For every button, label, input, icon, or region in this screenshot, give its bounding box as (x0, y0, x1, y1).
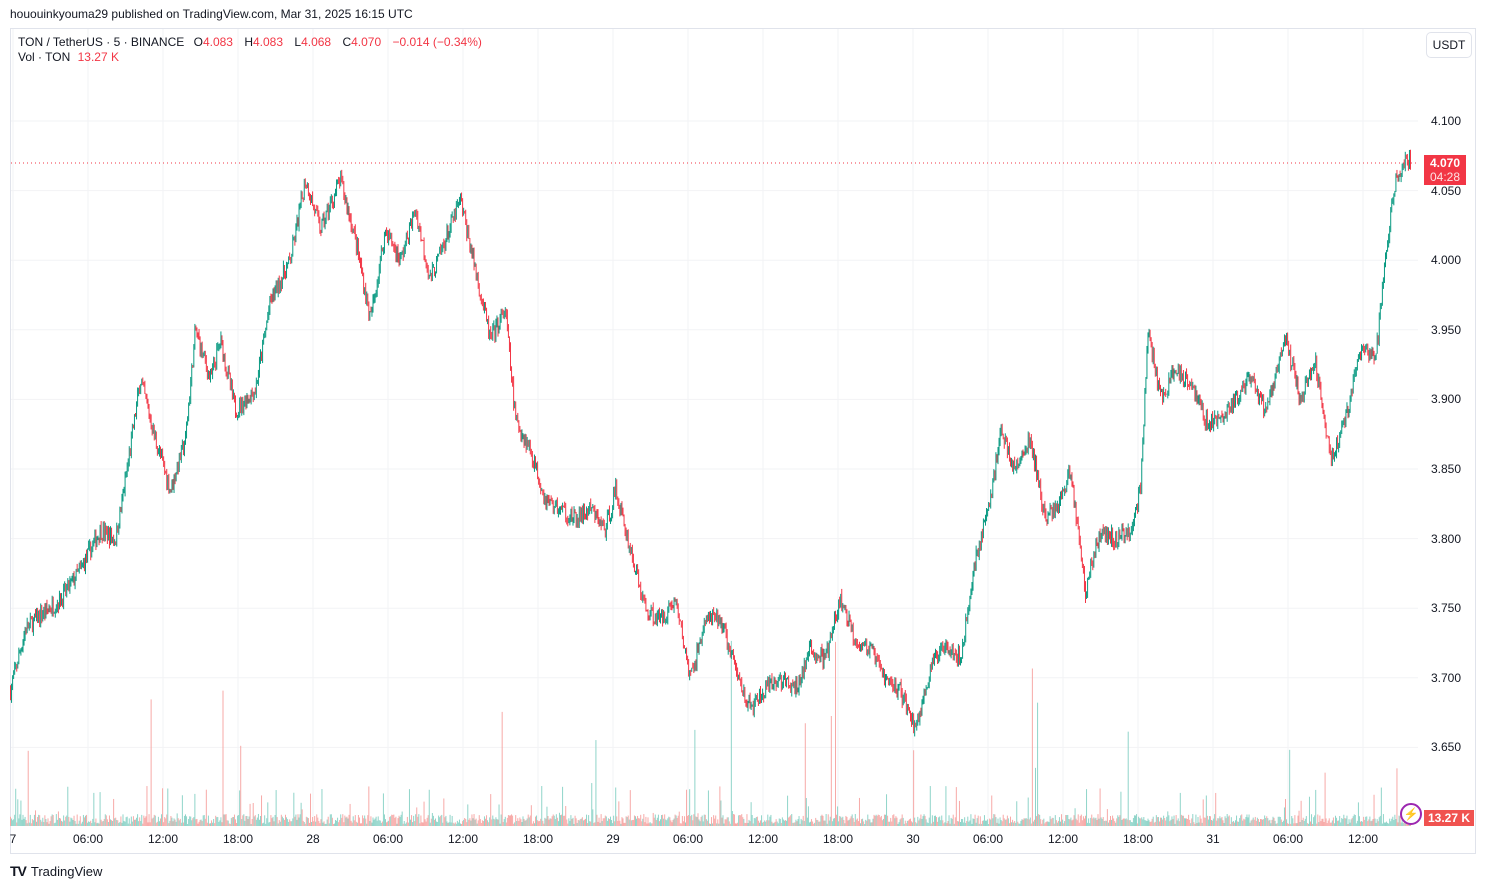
price-tick: 3.900 (1431, 392, 1462, 407)
price-tick: 4.100 (1431, 114, 1462, 128)
high-value: 4.083 (253, 35, 284, 49)
change-value: −0.014 (−0.34%) (392, 35, 482, 49)
tradingview-logo[interactable]: TV TradingView (10, 863, 102, 879)
close-value: 4.070 (351, 35, 382, 49)
time-tick: 06:00 (972, 832, 1004, 846)
time-tick: 06:00 (1272, 832, 1304, 846)
chart-frame[interactable] (10, 28, 1476, 854)
time-tick: 12:00 (447, 832, 479, 846)
time-tick: 18:00 (222, 832, 254, 846)
time-tick: 06:00 (672, 832, 704, 846)
time-tick: 12:00 (1047, 832, 1079, 846)
price-tick: 3.850 (1431, 462, 1462, 476)
time-tick: 18:00 (1122, 832, 1154, 846)
open-value: 4.083 (202, 35, 233, 49)
candles (10, 149, 1411, 737)
price-tick: 4.000 (1431, 253, 1462, 268)
last-price: 4.070 (1429, 156, 1461, 170)
time-tick: 31 (1206, 832, 1220, 846)
price-tick: 4.050 (1431, 183, 1462, 198)
volume-badge: 13.27 K (1424, 810, 1474, 826)
price-tick: 3.950 (1431, 322, 1462, 337)
published-caption: hououinkyouma29 published on TradingView… (10, 7, 413, 21)
lightning-icon[interactable]: ⚡ (1400, 803, 1422, 825)
close-label: C (342, 35, 352, 49)
time-tick: 18:00 (522, 832, 554, 846)
tradingview-logo-icon: TV (10, 863, 27, 879)
currency-button[interactable]: USDT (1426, 32, 1472, 58)
price-tick: 3.800 (1431, 531, 1462, 546)
volume-bars (10, 640, 1411, 826)
high-label: H (244, 35, 253, 49)
symbol-title[interactable]: TON / TetherUS · 5 · BINANCE (18, 35, 185, 49)
time-tick: 12:00 (747, 832, 779, 846)
low-value: 4.068 (301, 35, 332, 49)
time-tick: 7 (9, 832, 17, 846)
logo-text: TradingView (30, 863, 103, 879)
last-price-badge: 4.070 04:28 (1424, 155, 1466, 185)
price-tick: 3.700 (1431, 670, 1462, 685)
low-label: L (294, 35, 302, 49)
time-tick: 12:00 (1347, 832, 1379, 846)
time-tick: 12:00 (147, 832, 179, 846)
price-tick: 3.650 (1431, 740, 1462, 755)
bar-countdown: 04:28 (1429, 170, 1461, 184)
time-tick: 30 (906, 832, 920, 846)
time-tick: 29 (606, 832, 620, 846)
legend: TON / TetherUS · 5 · BINANCE O4.083 H4.0… (18, 35, 486, 65)
volume-label[interactable]: Vol · TON (18, 50, 71, 64)
volume-value: 13.27 K (77, 50, 119, 64)
time-tick: 06:00 (72, 832, 104, 846)
grid (11, 29, 1418, 826)
time-tick: 18:00 (822, 832, 854, 846)
price-tick: 3.750 (1431, 601, 1462, 616)
time-tick: 28 (306, 832, 320, 846)
time-tick: 06:00 (372, 832, 404, 846)
open-label: O (193, 35, 203, 49)
